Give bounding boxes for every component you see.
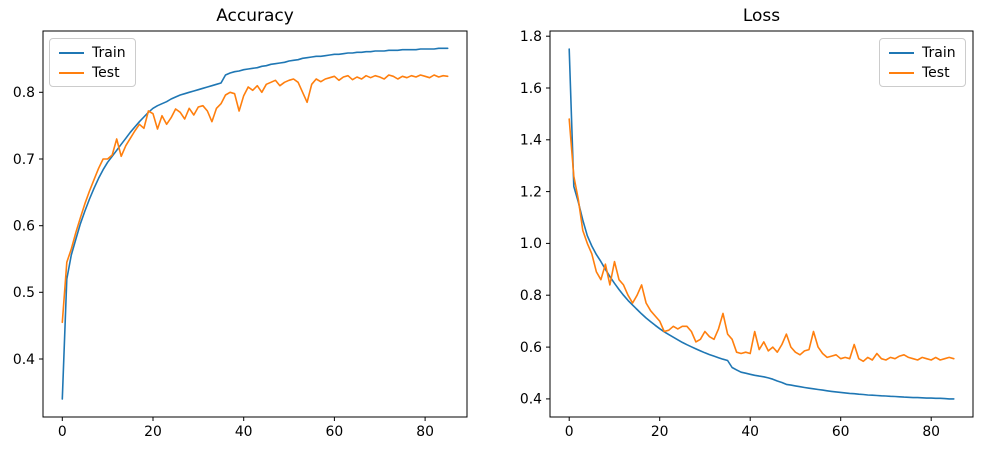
legend-label-test: Test [922,64,950,81]
y-tick-label: 0.7 [13,152,35,168]
legend-entry-test: Test [59,64,126,81]
legend-entry-test: Test [889,64,956,81]
accuracy-plot-title: Accuracy [216,6,294,26]
test-line [61,74,449,324]
legend-label-train: Train [92,44,126,61]
x-tick-label: 80 [416,424,434,440]
y-tick-label: 0.6 [520,340,542,356]
legend-label-train: Train [922,44,956,61]
x-tick-label: 20 [651,424,669,440]
y-tick-label: 1.4 [520,133,542,149]
y-tick-label: 1.6 [520,81,542,97]
axes-frame [549,30,974,418]
y-tick-label: 0.8 [520,288,542,304]
y-tick-label: 0.4 [520,392,542,408]
axes-frame [42,30,468,418]
loss-plot-title: Loss [742,6,781,26]
x-tick-label: 40 [235,424,253,440]
accuracy-legend: Train Test [49,38,136,87]
y-tick-label: 1.2 [520,184,542,200]
legend-label-test: Test [92,64,120,81]
legend-entry-train: Train [889,44,956,61]
x-tick-label: 20 [144,424,162,440]
loss-legend: Train Test [879,38,966,87]
test-line [568,118,955,363]
test-line-sample [59,71,84,74]
x-tick-label: 60 [832,424,850,440]
y-tick-label: 1.0 [520,236,542,252]
train-line-sample [59,51,84,54]
train-line-sample [889,51,914,54]
y-tick-label: 0.4 [13,352,35,368]
train-line [568,48,955,400]
legend-entry-train: Train [59,44,126,61]
train-line [61,47,449,400]
x-tick-label: 40 [741,424,759,440]
y-tick-label: 1.8 [520,29,542,45]
y-tick-label: 0.6 [13,219,35,235]
y-tick-label: 0.5 [13,285,35,301]
x-tick-label: 0 [565,424,574,440]
x-tick-label: 0 [58,424,67,440]
x-tick-label: 60 [326,424,344,440]
test-line-sample [889,71,914,74]
y-tick-label: 0.8 [13,85,35,101]
x-tick-label: 80 [922,424,940,440]
